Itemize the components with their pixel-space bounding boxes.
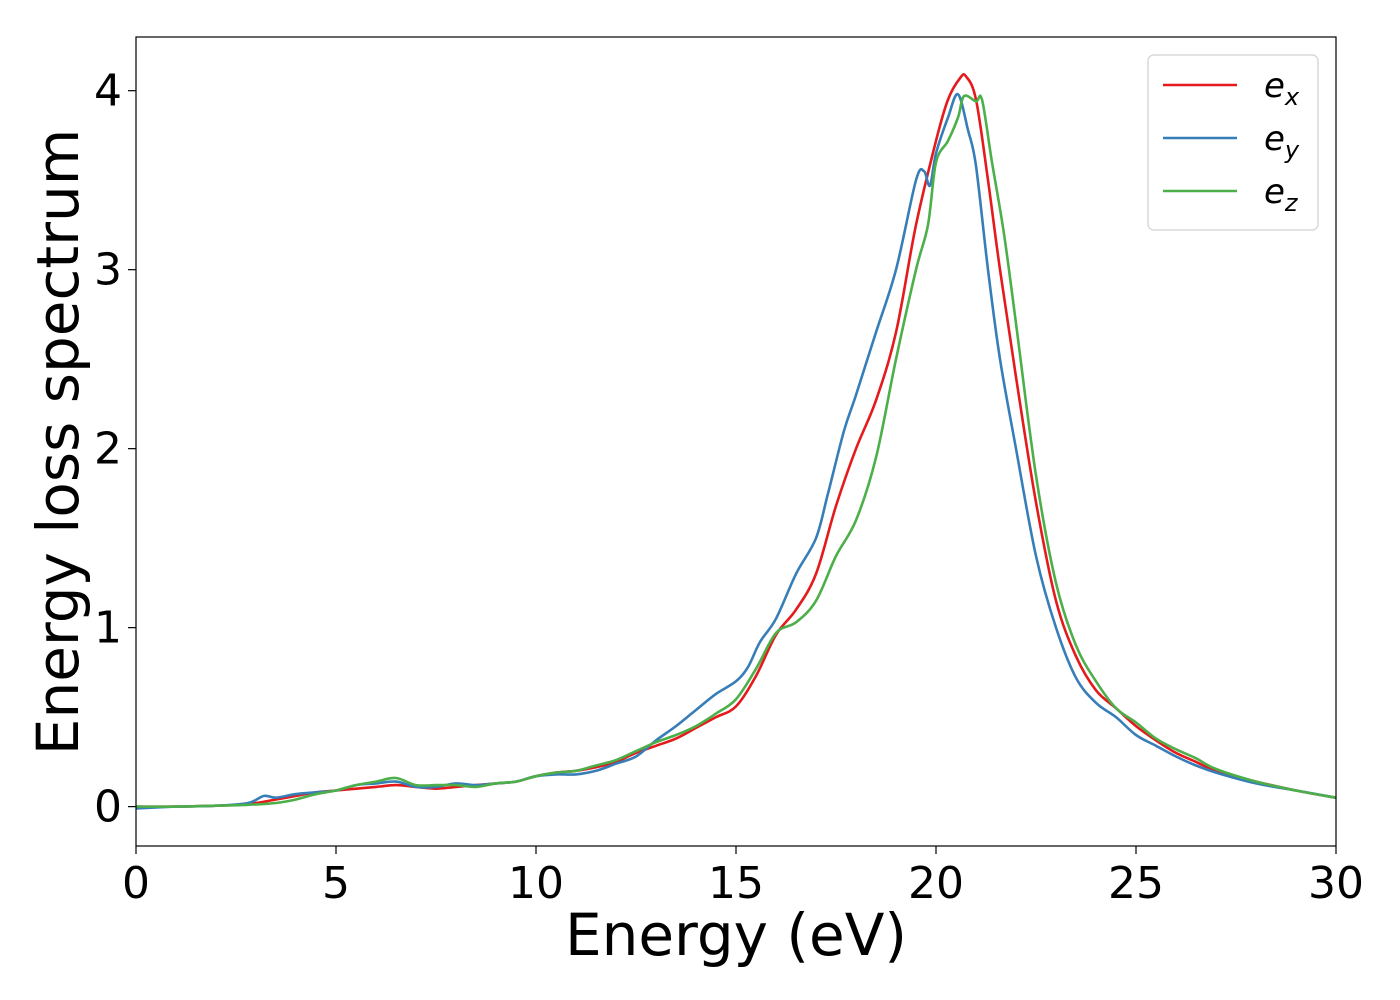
x-tick-label: 15 xyxy=(708,858,764,909)
y-axis-ticks: 0 1 2 3 4 xyxy=(94,66,136,833)
x-tick-label: 30 xyxy=(1308,858,1364,909)
x-tick-label: 20 xyxy=(908,858,964,909)
x-axis-ticks: 0 5 10 15 20 25 30 xyxy=(122,846,1364,909)
x-axis-label: Energy (eV) xyxy=(565,901,907,969)
x-tick-label: 25 xyxy=(1108,858,1164,909)
y-tick-label: 2 xyxy=(94,424,122,475)
series-line-y xyxy=(135,92,1337,810)
plot-lines xyxy=(135,73,1337,810)
x-tick-label: 5 xyxy=(322,858,350,909)
series-line-z xyxy=(135,94,1337,808)
y-tick-label: 0 xyxy=(94,782,122,833)
y-tick-label: 1 xyxy=(94,603,122,654)
legend-box xyxy=(1147,54,1319,231)
y-tick-label: 4 xyxy=(94,66,122,117)
y-axis-label: Energy loss spectrum xyxy=(24,129,92,755)
x-tick-label: 0 xyxy=(122,858,150,909)
y-tick-label: 3 xyxy=(94,245,122,296)
x-tick-label: 10 xyxy=(508,858,564,909)
